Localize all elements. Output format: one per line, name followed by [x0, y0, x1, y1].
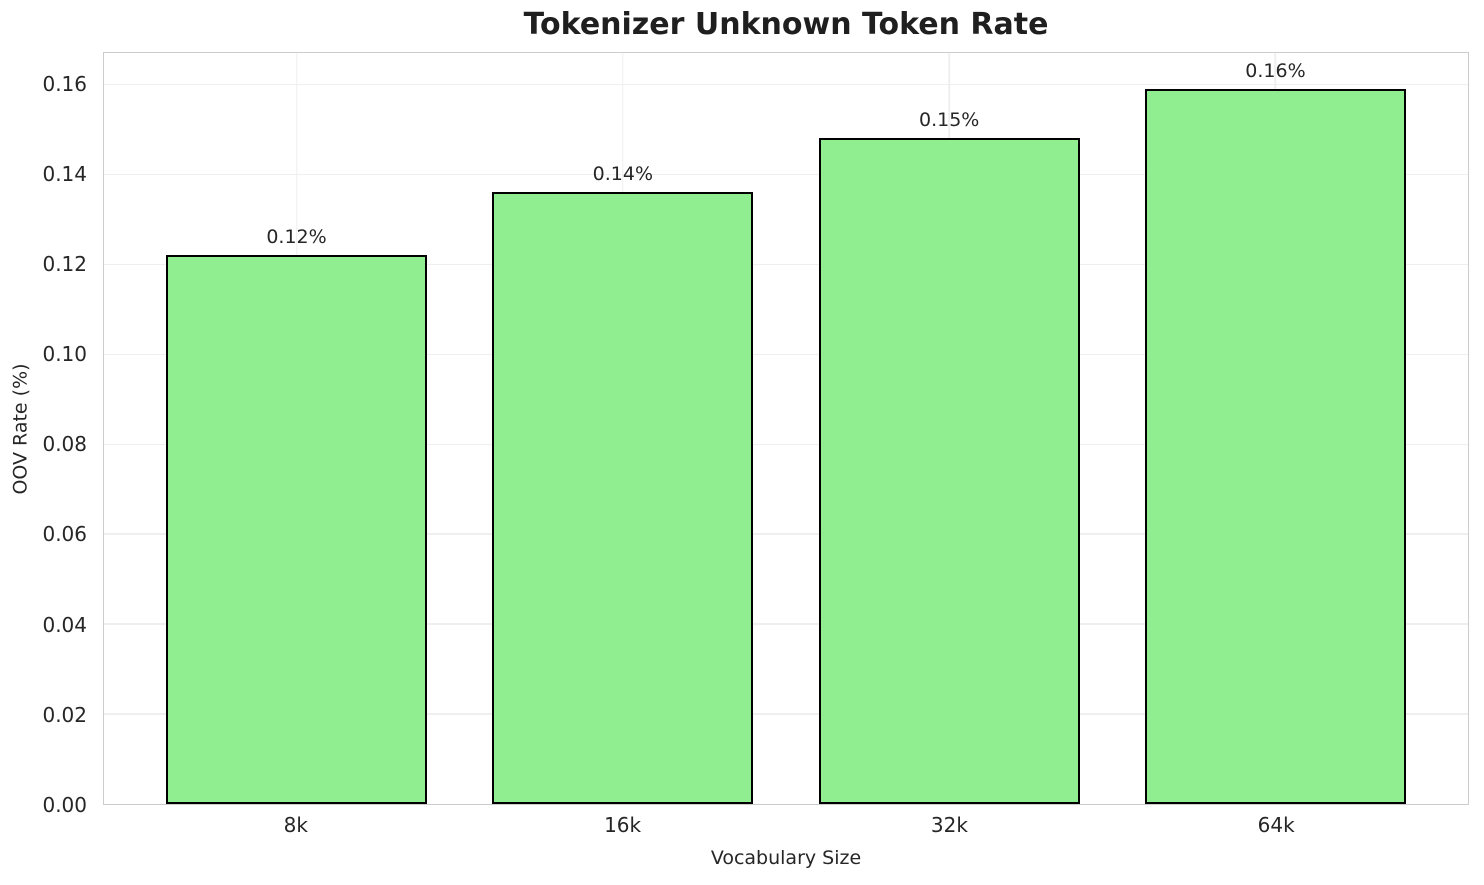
- plot-area: 0.12% 0.14% 0.15% 0.16%: [103, 52, 1469, 805]
- bar-32k: [818, 138, 1080, 804]
- x-tick-label: 64k: [1257, 813, 1295, 837]
- gridline-horizontal: [104, 83, 1468, 86]
- x-axis-label: Vocabulary Size: [710, 847, 862, 869]
- bar-16k: [492, 192, 754, 804]
- x-tick-label: 32k: [930, 813, 968, 837]
- x-axis-ticks: 8k 16k 32k 64k: [103, 813, 1469, 841]
- gridline-horizontal: [104, 353, 1468, 356]
- y-tick-label: 0.08: [42, 432, 87, 457]
- gridline-horizontal: [104, 173, 1468, 176]
- y-tick-label: 0.04: [42, 612, 87, 637]
- y-tick-label: 0.14: [42, 161, 87, 186]
- y-tick-label: 0.16: [42, 71, 87, 96]
- gridline-horizontal: [104, 443, 1468, 445]
- bar-64k: [1144, 88, 1406, 804]
- y-tick-label: 0.06: [42, 522, 87, 547]
- y-tick-label: 0.00: [42, 793, 87, 817]
- y-tick-label: 0.02: [42, 702, 87, 727]
- bar-value-label: 0.15%: [918, 109, 980, 132]
- gridline-horizontal: [104, 623, 1468, 625]
- y-tick-label: 0.10: [42, 342, 87, 367]
- gridline-horizontal: [104, 263, 1468, 266]
- gridline-horizontal: [104, 533, 1468, 535]
- x-tick-label: 16k: [604, 813, 642, 837]
- y-tick-label: 0.12: [42, 251, 87, 276]
- x-tick-label: 8k: [283, 813, 308, 837]
- chart-title: Tokenizer Unknown Token Rate: [523, 7, 1049, 42]
- bar-value-label: 0.14%: [592, 163, 654, 186]
- bar-8k: [166, 255, 428, 804]
- bar-value-label: 0.16%: [1245, 59, 1306, 82]
- gridline-horizontal: [104, 713, 1468, 715]
- y-axis-ticks: 0.00 0.02 0.04 0.06 0.08 0.10 0.12 0.14 0.16: [0, 52, 95, 817]
- bar-value-label: 0.12%: [266, 226, 327, 249]
